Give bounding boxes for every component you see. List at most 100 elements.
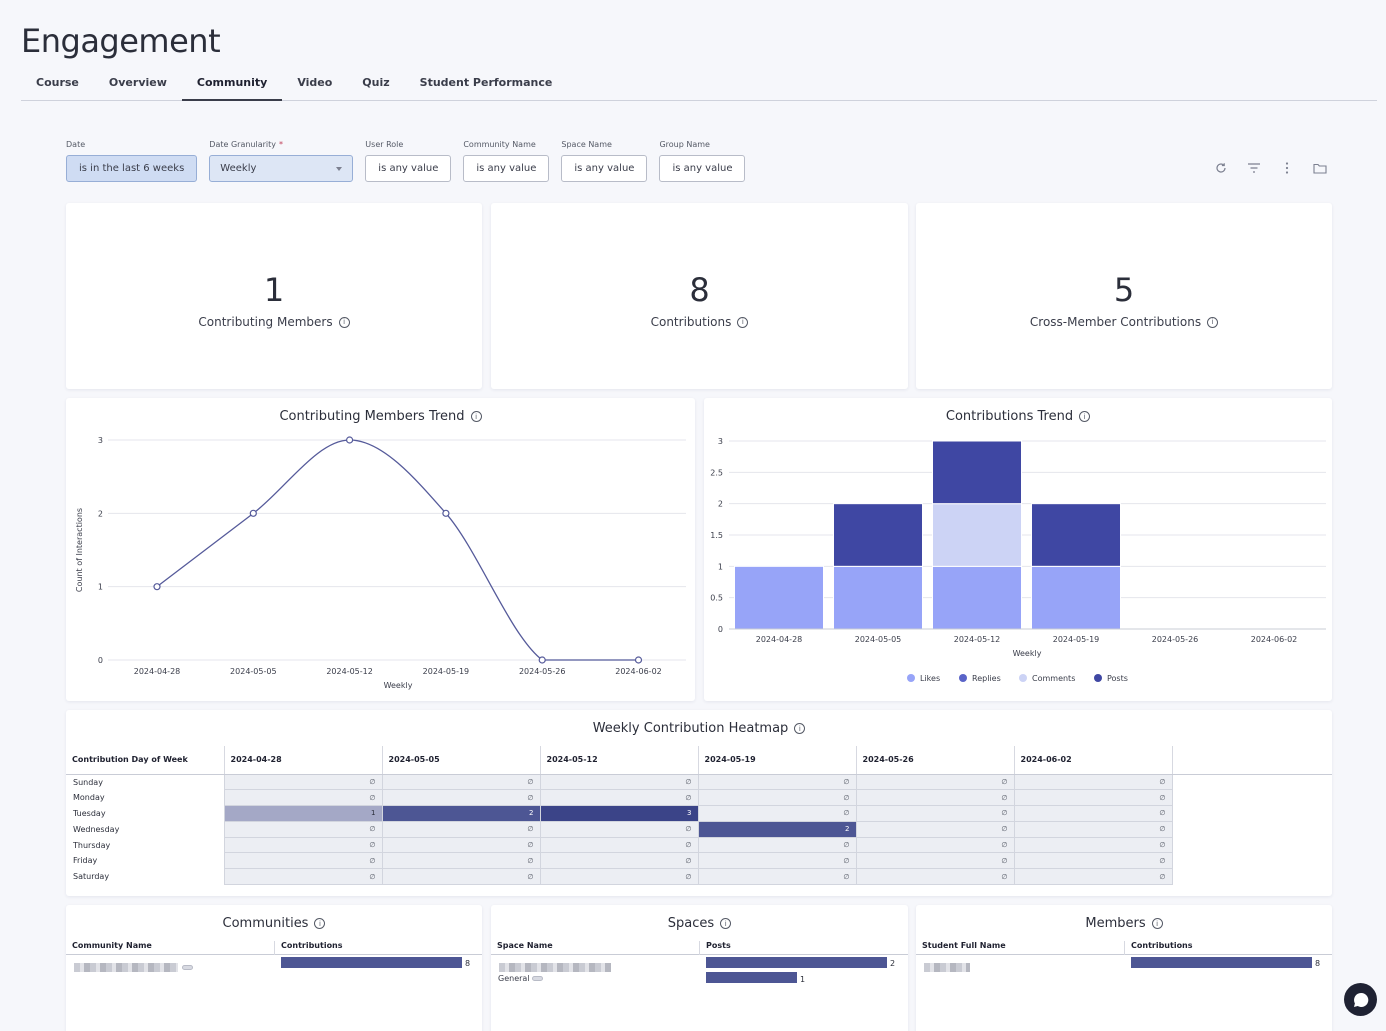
column-header[interactable]: Contributions (1124, 941, 1193, 955)
more-vertical-icon[interactable] (1278, 160, 1296, 176)
heatmap-cell[interactable]: ∅ (1013, 820, 1173, 838)
contribution-bar[interactable] (281, 957, 462, 968)
heatmap-cell[interactable]: ∅ (697, 805, 857, 822)
refresh-icon[interactable] (1212, 160, 1230, 176)
heatmap-column-header[interactable]: 2024-05-19 (697, 746, 856, 775)
heatmap-cell[interactable]: ∅ (697, 868, 857, 886)
info-icon[interactable]: i (1151, 918, 1163, 929)
heatmap-cell[interactable]: ∅ (381, 868, 541, 886)
heatmap-cell[interactable]: ∅ (223, 789, 383, 807)
x-tick-label: 2024-04-28 (134, 667, 181, 676)
heatmap-cell[interactable]: 2 (381, 805, 541, 822)
heatmap-cell[interactable]: ∅ (381, 820, 541, 838)
granularity-select[interactable]: Weekly (209, 155, 354, 182)
heatmap-cell[interactable]: ∅ (855, 773, 1015, 791)
heatmap-cell[interactable]: ∅ (223, 820, 383, 838)
more-pill[interactable] (182, 965, 194, 971)
heatmap-cell[interactable]: ∅ (539, 836, 699, 854)
heatmap-column-header[interactable]: 2024-04-28 (223, 746, 382, 775)
column-header[interactable]: Student Full Name (922, 941, 1006, 950)
user-role-filter-chip[interactable]: is any value (365, 155, 452, 182)
info-icon[interactable]: i (794, 723, 806, 734)
heatmap-cell[interactable]: ∅ (539, 820, 699, 838)
heatmap-column-header[interactable]: 2024-06-02 (1013, 746, 1173, 775)
posts-bar[interactable] (706, 957, 887, 968)
heatmap-row-header[interactable]: Contribution Day of Week (66, 746, 224, 775)
heatmap-cell[interactable]: ∅ (223, 836, 383, 854)
legend-label: Posts (1107, 674, 1128, 683)
info-icon[interactable]: i (1207, 316, 1219, 328)
heatmap-cell[interactable]: ∅ (381, 836, 541, 854)
heatmap-cell[interactable]: ∅ (697, 836, 857, 854)
heatmap-cell[interactable]: ∅ (1013, 868, 1173, 886)
y-axis-label: Count of Interactions (75, 508, 84, 592)
community-name-filter-chip[interactable]: is any value (463, 155, 550, 182)
weekly-contribution-heatmap-card: Weekly Contribution Heatmap i Contributi… (66, 710, 1332, 896)
heatmap-cell[interactable]: ∅ (223, 773, 383, 791)
heatmap-cell[interactable]: ∅ (381, 852, 541, 870)
heatmap-cell[interactable]: ∅ (223, 868, 383, 886)
info-icon[interactable]: i (720, 918, 732, 929)
y-tick-label: 0.5 (710, 594, 723, 603)
heatmap-cell[interactable]: 1 (223, 805, 383, 822)
more-pill[interactable] (532, 976, 544, 981)
heatmap-cell[interactable]: ∅ (539, 789, 699, 807)
tab-quiz[interactable]: Quiz (362, 76, 390, 89)
heatmap-cell[interactable]: ∅ (223, 852, 383, 870)
heatmap-cell[interactable]: ∅ (855, 820, 1015, 838)
heatmap-cell[interactable]: ∅ (539, 852, 699, 870)
heatmap-cell[interactable]: ∅ (697, 852, 857, 870)
heatmap-column-header[interactable]: 2024-05-26 (855, 746, 1014, 775)
group-name-filter-chip[interactable]: is any value (659, 155, 746, 182)
x-tick-label: 2024-04-28 (756, 635, 803, 644)
posts-bar[interactable] (706, 972, 797, 983)
heatmap-column-header[interactable]: 2024-05-12 (539, 746, 698, 775)
heatmap-cell[interactable]: ∅ (1013, 852, 1173, 870)
heatmap-cell[interactable]: ∅ (855, 836, 1015, 854)
heatmap-cell[interactable]: ∅ (855, 789, 1015, 807)
heatmap-column-header[interactable]: 2024-05-05 (381, 746, 540, 775)
heatmap-cell[interactable]: ∅ (697, 789, 857, 807)
heatmap-cell[interactable]: 2 (697, 820, 857, 838)
heatmap-cell[interactable]: ∅ (1013, 836, 1173, 854)
folder-icon[interactable] (1311, 160, 1329, 176)
y-tick-label: 2 (718, 500, 723, 509)
kpi-card-cross-member-contributions: 5 Cross-Member Contributions i (916, 203, 1332, 389)
members-title-text: Members (1085, 916, 1146, 931)
tab-overview[interactable]: Overview (108, 76, 167, 89)
space-name-filter-chip[interactable]: is any value (561, 155, 648, 182)
heatmap-cell[interactable]: ∅ (1013, 773, 1173, 791)
heatmap-cell[interactable]: ∅ (855, 852, 1015, 870)
chat-button[interactable] (1344, 983, 1377, 1016)
heatmap-cell[interactable]: ∅ (1013, 805, 1173, 822)
date-filter-chip[interactable]: is in the last 6 weeks (66, 155, 198, 182)
heatmap-cell[interactable]: ∅ (381, 789, 541, 807)
heatmap-cell[interactable]: ∅ (855, 868, 1015, 886)
heatmap-cell[interactable]: ∅ (539, 773, 699, 791)
column-header[interactable]: Space Name (497, 941, 553, 950)
data-point (153, 583, 161, 591)
heatmap-cell[interactable]: ∅ (697, 773, 857, 791)
heatmap-cell[interactable]: 3 (539, 805, 699, 822)
heatmap-cell[interactable]: ∅ (1013, 789, 1173, 807)
x-axis-label: Weekly (1013, 649, 1042, 658)
tab-student-performance[interactable]: Student Performance (419, 76, 553, 89)
column-header[interactable]: Contributions (274, 941, 343, 955)
info-icon[interactable]: i (737, 316, 749, 328)
data-point (538, 656, 546, 664)
info-icon[interactable]: i (338, 316, 350, 328)
tab-course[interactable]: Course (36, 76, 79, 89)
info-icon[interactable]: i (314, 918, 326, 929)
column-header[interactable]: Community Name (72, 941, 152, 950)
contribution-bar[interactable] (1131, 957, 1312, 968)
heatmap-cell[interactable]: ∅ (855, 805, 1015, 822)
filter-icon[interactable] (1245, 160, 1263, 176)
tab-video[interactable]: Video (297, 76, 333, 89)
granularity-value: Weekly (220, 163, 257, 174)
heatmap-cell[interactable]: ∅ (539, 868, 699, 886)
tab-community[interactable]: Community (181, 68, 283, 101)
heatmap-cell[interactable]: ∅ (381, 773, 541, 791)
column-header[interactable]: Posts (699, 941, 731, 955)
info-icon[interactable]: i (470, 411, 482, 422)
info-icon[interactable]: i (1079, 411, 1091, 422)
